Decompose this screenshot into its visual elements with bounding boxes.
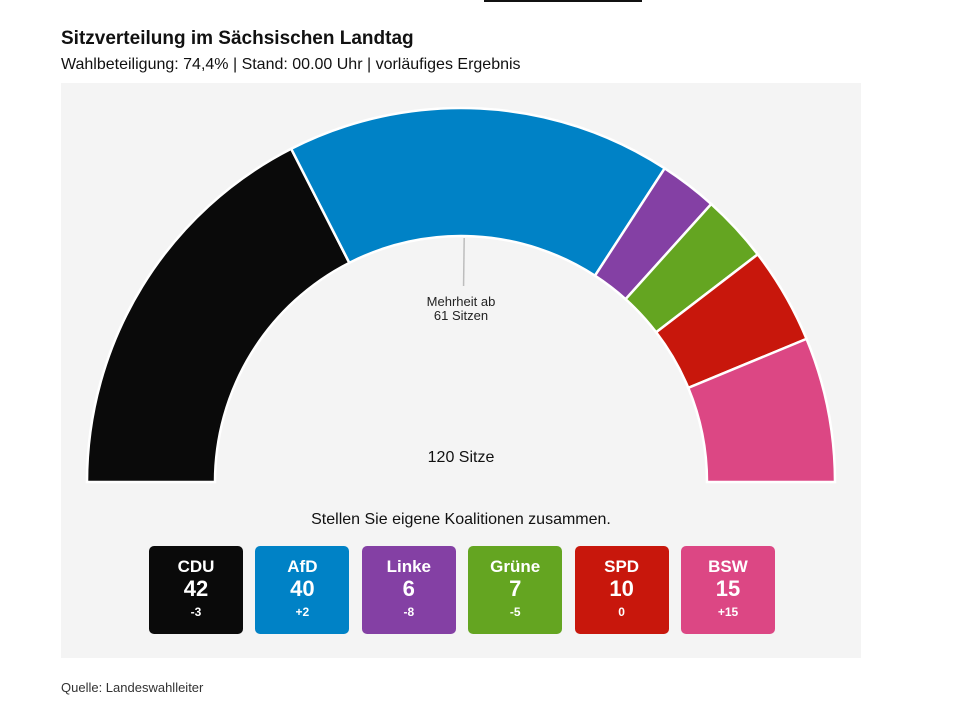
top-rule [484,0,642,2]
party-name: BSW [708,557,748,576]
coalition-prompt: Stellen Sie eigene Koalitionen zusammen. [311,511,611,528]
seat-segment-afd [289,106,667,278]
party-seats: 7 [509,576,522,601]
party-seats: 42 [183,576,209,601]
party-diff: -3 [190,605,202,619]
party-name: SPD [604,557,640,576]
party-button-linke[interactable]: Linke 6 -8 [361,546,456,634]
chart-subtitle: Wahlbeteiligung: 74,4% | Stand: 00.00 Uh… [61,56,521,73]
party-diff: +15 [717,605,739,619]
majority-label: Mehrheit ab 61 Sitzen [421,295,501,323]
party-seats: 6 [402,576,415,601]
party-button-spd[interactable]: SPD 10 0 [574,546,669,634]
source-note: Quelle: Landeswahlleiter [61,680,204,695]
total-seats-label: 120 Sitze [427,449,495,466]
party-button-row: CDU 42 -3 AfD 40 +2 Linke 6 -8 Grüne 7 -… [149,546,775,634]
party-seats: 10 [609,576,634,601]
party-seats: 15 [715,576,741,601]
seat-segment-cdu [85,147,351,484]
majority-label-line1: Mehrheit ab [426,294,496,309]
party-diff: +2 [295,605,310,619]
party-diff: -8 [403,605,415,619]
seat-arc-chart [85,106,837,484]
party-button-gruene[interactable]: Grüne 7 -5 [468,546,563,634]
majority-label-line2: 61 Sitzen [433,308,489,323]
party-diff: 0 [618,605,625,619]
seat-segment-bsw [686,337,837,484]
party-seats: 40 [290,576,315,601]
party-button-bsw[interactable]: BSW 15 +15 [681,546,775,634]
majority-marker [462,238,465,287]
party-button-cdu[interactable]: CDU 42 -3 [149,546,243,634]
party-name: CDU [177,557,215,576]
party-name: AfD [287,557,318,576]
chart-title: Sitzverteilung im Sächsischen Landtag [61,28,414,49]
party-name: Grüne [490,557,541,576]
chart-panel: Mehrheit ab 61 Sitzen 120 Sitze Stellen … [61,83,861,658]
party-name: Linke [386,557,431,576]
party-button-afd[interactable]: AfD 40 +2 [255,546,350,634]
party-diff: -5 [509,605,521,619]
